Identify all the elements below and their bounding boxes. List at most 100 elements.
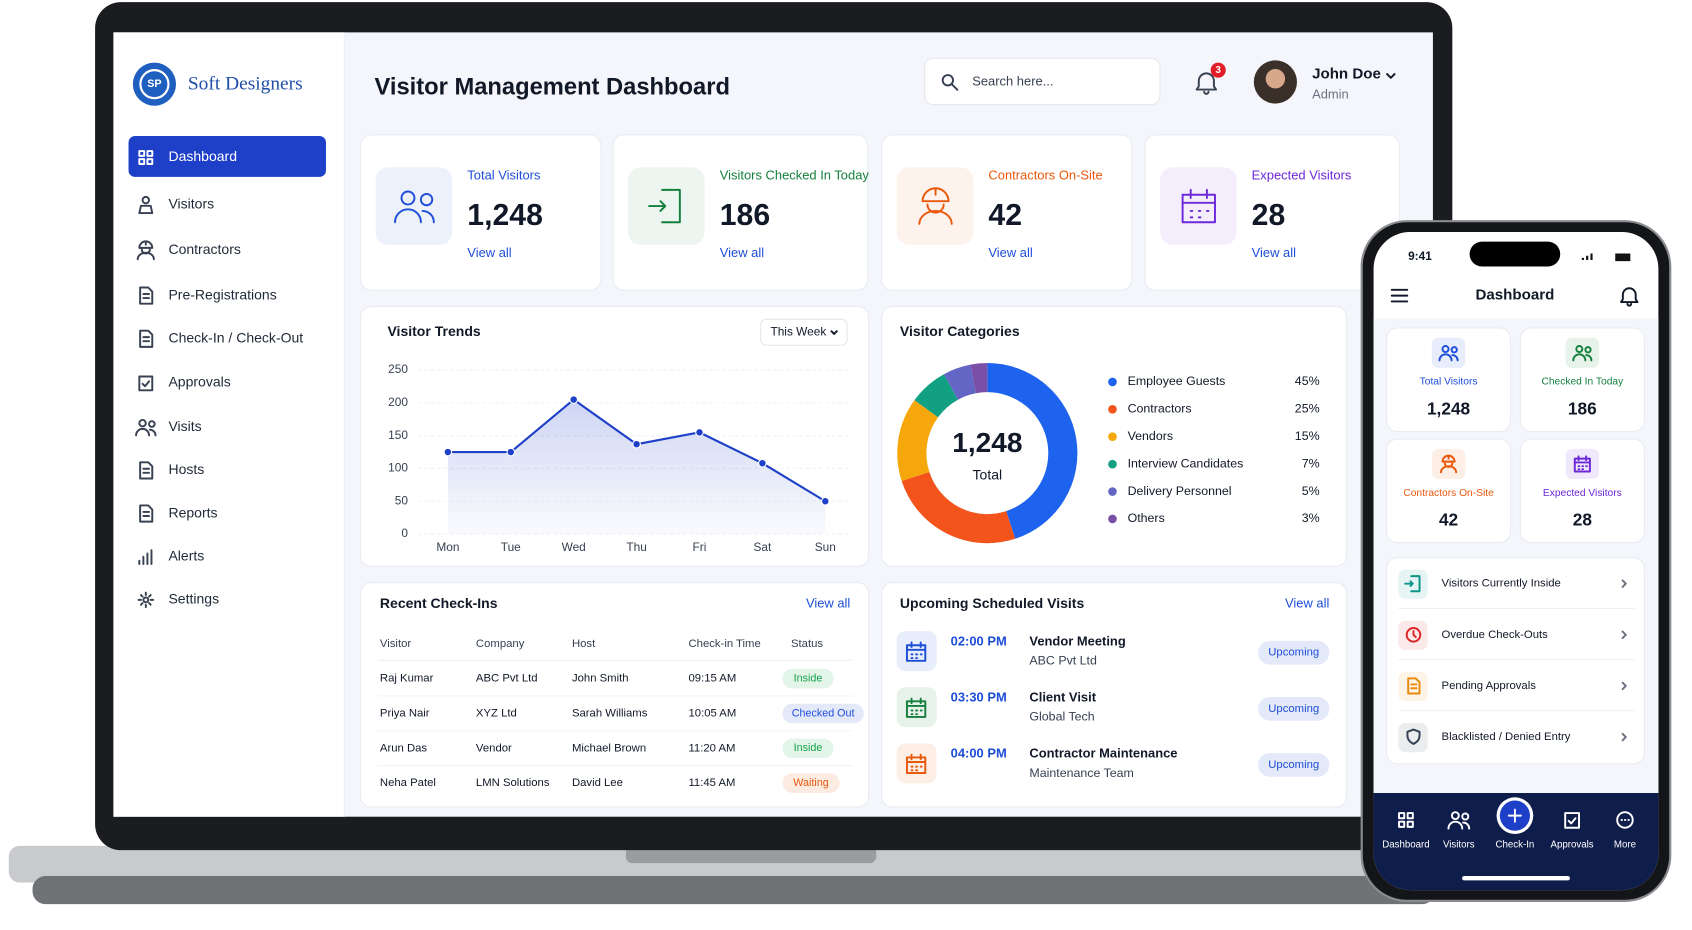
view-all-link[interactable]: View all xyxy=(988,245,1032,260)
menu-label[interactable]: Overdue Check-Outs xyxy=(1442,629,1549,641)
mobile-stat-label: Contractors On-Site xyxy=(1403,488,1494,499)
nav-item[interactable]: Hosts xyxy=(168,461,204,477)
nav-item[interactable]: Dashboard xyxy=(168,148,237,164)
nav-item[interactable]: Contractors xyxy=(168,241,240,257)
status-label: Upcoming xyxy=(1268,703,1319,715)
table-cell: Arun Das xyxy=(380,742,427,754)
icon xyxy=(139,461,154,480)
table-cell: Vendor xyxy=(476,742,512,754)
stat-card xyxy=(881,134,1133,291)
bottom-nav-item[interactable]: Check-In xyxy=(1496,839,1535,850)
y-tick-label: 0 xyxy=(401,526,408,540)
status-pill xyxy=(1258,753,1330,777)
legend-dot xyxy=(1108,405,1117,414)
view-all-link[interactable]: View all xyxy=(1285,596,1329,611)
status-pill xyxy=(782,668,834,689)
mobile-stat-icon-bg xyxy=(1565,448,1600,480)
table-cell: XYZ Ltd xyxy=(476,707,517,719)
column-header: Visitor xyxy=(380,638,411,650)
legend-label: Employee Guests xyxy=(1128,374,1226,388)
icon xyxy=(138,549,153,565)
y-tick-label: 250 xyxy=(388,362,408,376)
icon xyxy=(905,641,927,662)
nav-item[interactable]: Alerts xyxy=(168,547,204,563)
trend-point xyxy=(443,447,453,457)
nav-item[interactable]: Reports xyxy=(168,504,217,520)
laptop-base-bottom xyxy=(32,876,1436,905)
bottom-nav-item[interactable]: Dashboard xyxy=(1382,839,1429,850)
brand: Soft Designers xyxy=(188,74,303,95)
icon-part xyxy=(148,420,156,428)
legend-dot xyxy=(1108,514,1117,524)
icon xyxy=(941,74,959,91)
filter-button[interactable] xyxy=(760,318,848,346)
menu-label[interactable]: Blacklisted / Denied Entry xyxy=(1442,731,1571,743)
icon xyxy=(394,190,435,224)
mobile-stat-card xyxy=(1519,438,1645,544)
icon xyxy=(648,188,681,224)
icon-part xyxy=(136,251,155,261)
trend-point xyxy=(695,428,704,437)
checkins-card xyxy=(359,582,870,808)
menu-icon-bg xyxy=(1398,671,1428,702)
icon xyxy=(137,591,155,609)
x-tick-label: Sat xyxy=(753,540,772,554)
stat-label: Contractors On-Site xyxy=(988,167,1102,182)
nav-active xyxy=(128,135,326,177)
card-title: Visitor Categories xyxy=(900,323,1020,339)
table-cell: 10:05 AM xyxy=(688,707,736,719)
icon xyxy=(139,286,154,305)
badge xyxy=(1210,62,1226,78)
bottom-nav-item[interactable]: Approvals xyxy=(1551,839,1594,850)
visit-subtitle: Global Tech xyxy=(1029,710,1094,724)
mobile-stat-label: Expected Visitors xyxy=(1543,488,1622,499)
nav-item[interactable]: Visits xyxy=(168,418,201,434)
legend-dot xyxy=(1108,432,1117,442)
icon-part xyxy=(1461,812,1470,821)
donut-segment xyxy=(943,364,977,400)
icon-part xyxy=(661,188,681,224)
bottom-nav-item[interactable]: More xyxy=(1614,839,1636,850)
column-header: Host xyxy=(572,638,596,650)
view-all-link[interactable]: View all xyxy=(806,596,850,611)
menu-label[interactable]: Visitors Currently Inside xyxy=(1442,578,1561,590)
legend-value: 7% xyxy=(1302,456,1320,470)
user-name[interactable]: John Doe xyxy=(1312,65,1381,82)
icon xyxy=(1390,288,1409,303)
table-cell: Sarah Williams xyxy=(572,707,648,719)
icon-part xyxy=(139,329,154,348)
legend-value: 45% xyxy=(1295,374,1320,388)
table-cell: 09:15 AM xyxy=(688,673,736,685)
table-cell: Neha Patel xyxy=(380,777,436,789)
visit-subtitle: ABC Pvt Ltd xyxy=(1029,654,1097,668)
icon-part xyxy=(941,74,959,91)
legend-value: 3% xyxy=(1302,511,1320,525)
icon-part xyxy=(1405,627,1422,643)
search-box[interactable] xyxy=(924,57,1161,106)
legend-label: Contractors xyxy=(1128,402,1192,416)
icon-part xyxy=(1386,73,1396,79)
icon xyxy=(135,419,157,437)
icon-part xyxy=(1575,345,1584,353)
icon-part xyxy=(137,591,155,609)
nav-item[interactable]: Check-In / Check-Out xyxy=(168,329,303,345)
nav-item[interactable]: Settings xyxy=(168,591,219,607)
nav-item[interactable]: Visitors xyxy=(168,196,214,212)
status-label: Checked Out xyxy=(792,707,855,719)
filter-label: This Week xyxy=(770,324,826,338)
table-cell: David Lee xyxy=(572,777,623,789)
view-all-link[interactable]: View all xyxy=(720,245,764,260)
view-all-link[interactable]: View all xyxy=(467,245,511,260)
x-tick-label: Mon xyxy=(436,540,459,554)
view-all-link[interactable]: View all xyxy=(1252,245,1296,260)
nav-item[interactable]: Approvals xyxy=(168,374,230,390)
card-title: Visitor Trends xyxy=(387,323,480,339)
donut-total: 1,248 xyxy=(952,427,1022,458)
bottom-nav-item[interactable]: Visitors xyxy=(1443,839,1475,850)
icon-part xyxy=(1507,808,1522,823)
stat-value: 42 xyxy=(988,199,1022,232)
stat-card xyxy=(359,134,602,291)
status-icons xyxy=(1581,253,1631,262)
menu-label[interactable]: Pending Approvals xyxy=(1442,680,1537,692)
nav-item[interactable]: Pre-Registrations xyxy=(168,286,276,302)
